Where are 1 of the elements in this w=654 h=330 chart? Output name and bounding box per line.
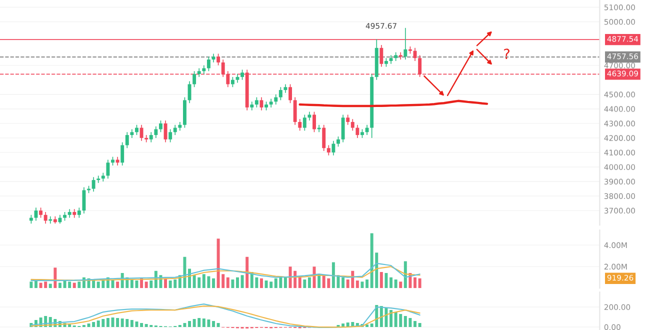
annotation: ? <box>504 48 510 59</box>
